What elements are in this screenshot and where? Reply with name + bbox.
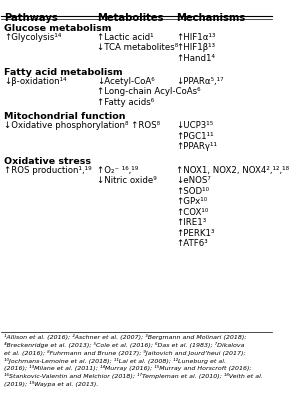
Text: ↑GPx¹⁰: ↑GPx¹⁰ xyxy=(176,197,207,206)
Text: ↑HIF1α¹³: ↑HIF1α¹³ xyxy=(176,32,215,42)
Text: ↑SOD¹⁰: ↑SOD¹⁰ xyxy=(176,187,209,196)
Text: ↑ATF6³: ↑ATF6³ xyxy=(176,239,208,248)
Text: ↑Lactic acid¹: ↑Lactic acid¹ xyxy=(98,32,154,42)
Text: ↑Long-chain Acyl-CoAs⁶: ↑Long-chain Acyl-CoAs⁶ xyxy=(98,88,201,96)
Text: ↑O₂⁻ ¹⁶,¹⁹: ↑O₂⁻ ¹⁶,¹⁹ xyxy=(98,166,139,175)
Text: ↑NOX1, NOX2, NOX4²,¹²,¹⁸: ↑NOX1, NOX2, NOX4²,¹²,¹⁸ xyxy=(176,166,289,175)
Text: Mitochondrial function: Mitochondrial function xyxy=(4,112,126,121)
Text: ↑PPARγ¹¹: ↑PPARγ¹¹ xyxy=(176,142,217,151)
Text: ↑IRE1³: ↑IRE1³ xyxy=(176,218,206,227)
Text: ↓β-oxidation¹⁴: ↓β-oxidation¹⁴ xyxy=(4,77,67,86)
Text: ↑ROS production¹,¹⁹: ↑ROS production¹,¹⁹ xyxy=(4,166,92,175)
Text: ¹Allison et al. (2016); ²Aschner et al. (2007); ³Bergmann and Molinari (2018);
⁴: ¹Allison et al. (2016); ²Aschner et al. … xyxy=(4,334,263,387)
Text: ↑Glycolysis¹⁴: ↑Glycolysis¹⁴ xyxy=(4,32,62,42)
Text: Oxidative stress: Oxidative stress xyxy=(4,157,91,166)
Text: ↓Oxidative phosphorylation⁸ ↑ROS⁸: ↓Oxidative phosphorylation⁸ ↑ROS⁸ xyxy=(4,121,160,130)
Text: ↑COX¹⁰: ↑COX¹⁰ xyxy=(176,208,208,217)
Text: Glucose metabolism: Glucose metabolism xyxy=(4,24,112,32)
Text: Metabolites: Metabolites xyxy=(98,13,164,23)
Text: ↓PPARα⁵,¹⁷: ↓PPARα⁵,¹⁷ xyxy=(176,77,224,86)
Text: ↑Hand1⁴: ↑Hand1⁴ xyxy=(176,54,215,62)
Text: ↓Nitric oxide⁹: ↓Nitric oxide⁹ xyxy=(98,176,157,185)
Text: ↓Acetyl-CoA⁶: ↓Acetyl-CoA⁶ xyxy=(98,77,155,86)
Text: ↓UCP3¹⁵: ↓UCP3¹⁵ xyxy=(176,121,213,130)
Text: ↑PERK1³: ↑PERK1³ xyxy=(176,229,215,238)
Text: ↓eNOS⁷: ↓eNOS⁷ xyxy=(176,176,211,185)
Text: ↑Fatty acids⁶: ↑Fatty acids⁶ xyxy=(98,98,155,107)
Text: ↑PGC1¹¹: ↑PGC1¹¹ xyxy=(176,132,214,141)
Text: ↑HIF1β¹³: ↑HIF1β¹³ xyxy=(176,43,215,52)
Text: Pathways: Pathways xyxy=(4,13,58,23)
Text: Mechanisms: Mechanisms xyxy=(176,13,245,23)
Text: Fatty acid metabolism: Fatty acid metabolism xyxy=(4,68,123,77)
Text: ↓TCA metabolites⁸: ↓TCA metabolites⁸ xyxy=(98,43,178,52)
